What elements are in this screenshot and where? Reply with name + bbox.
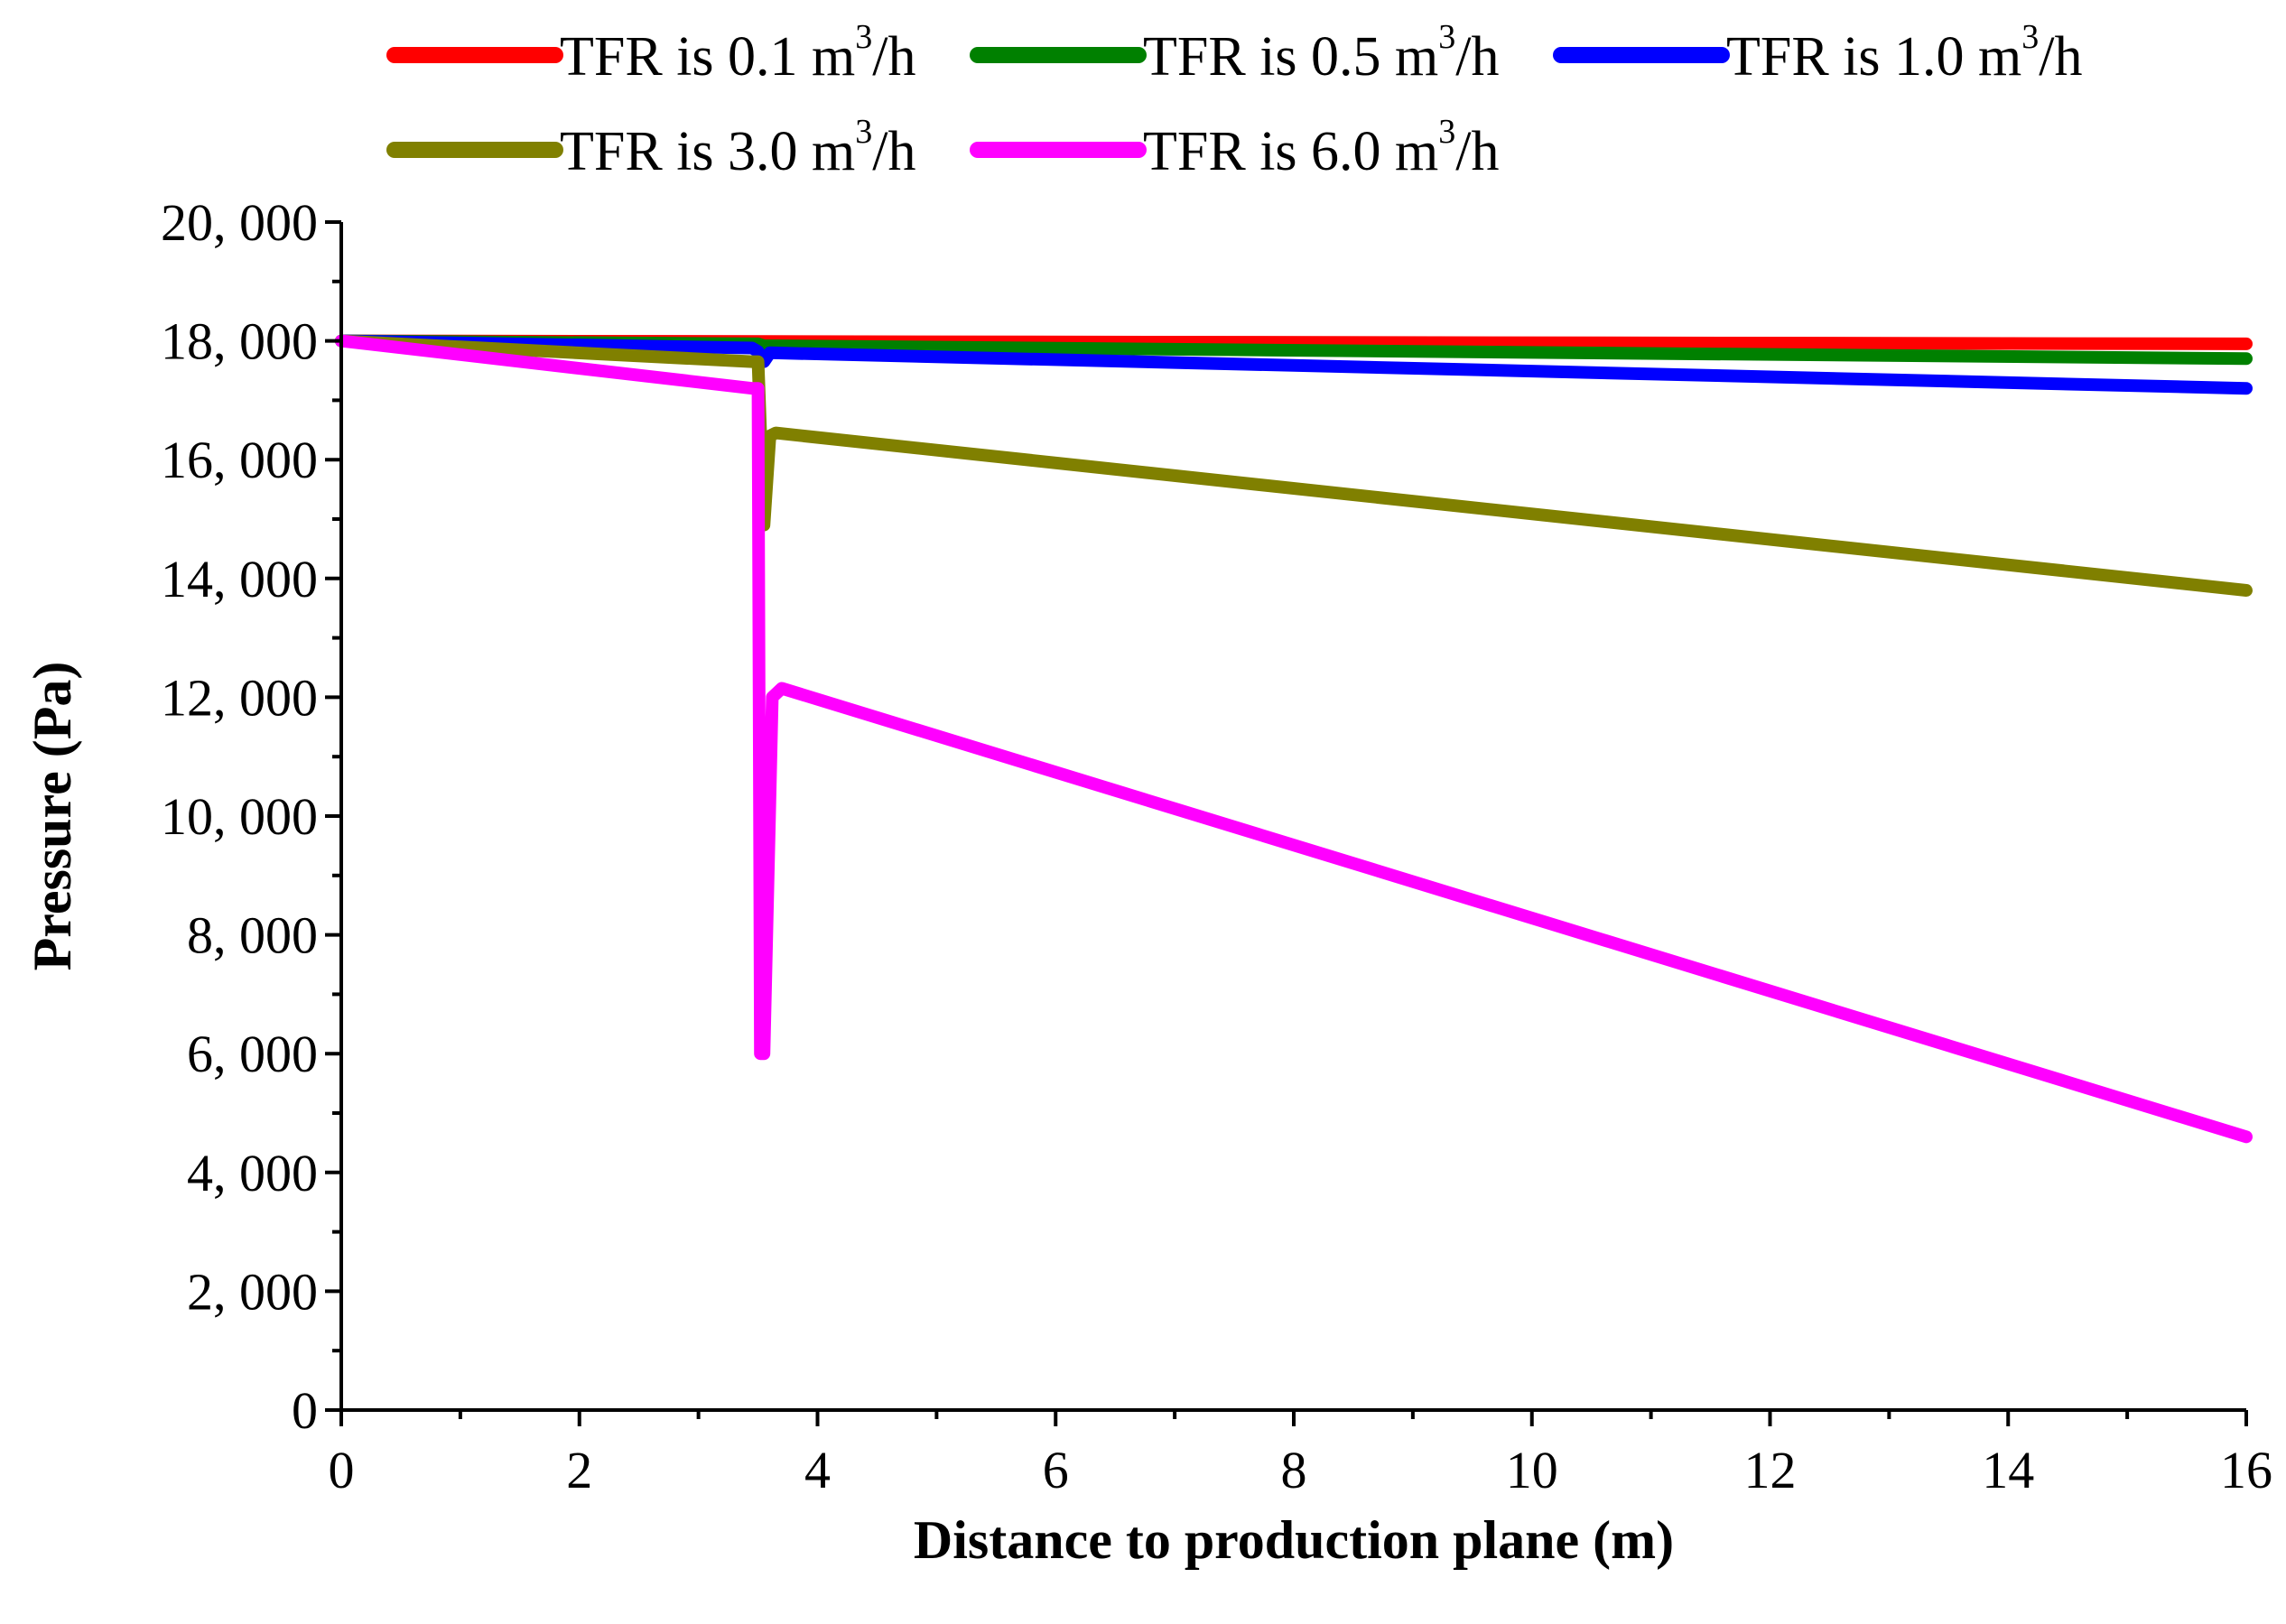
series-line-5 xyxy=(335,334,2253,1144)
x-tick-label: 8 xyxy=(1281,1441,1307,1499)
y-tick-label: 16, 000 xyxy=(161,431,318,489)
series-layer xyxy=(335,334,2253,1144)
y-tick-label: 6, 000 xyxy=(187,1025,318,1083)
x-tick-label: 10 xyxy=(1506,1441,1558,1499)
y-tick-label: 18, 000 xyxy=(161,312,318,371)
legend: TFR is 0.1 m3/h TFR is 0.5 m3/h TFR is 1.0… xyxy=(386,18,2083,182)
legend-label: TFR is 1.0 m3/h xyxy=(1726,18,2083,88)
ticks: 0 2, 000 4, 000 6, 000 8, 000 10, 000 12, 000 1… xyxy=(161,193,2272,1499)
y-tick-label: 2, 000 xyxy=(187,1262,318,1321)
x-tick-label: 2 xyxy=(566,1441,592,1499)
y-tick-label: 4, 000 xyxy=(187,1144,318,1202)
y-tick-label: 0 xyxy=(292,1381,318,1440)
legend-label: TFR is 6.0 m3/h xyxy=(1143,113,1500,182)
x-tick-label: 0 xyxy=(329,1441,355,1499)
legend-label: TFR is 0.5 m3/h xyxy=(1143,18,1500,88)
x-tick-label: 14 xyxy=(1982,1441,2034,1499)
x-tick-label: 4 xyxy=(804,1441,831,1499)
legend-label: TFR is 0.1 m3/h xyxy=(560,18,916,88)
x-tick-label: 12 xyxy=(1744,1441,1797,1499)
y-axis-title: Pressure (Pa) xyxy=(23,662,82,971)
x-tick-label: 16 xyxy=(2220,1441,2272,1499)
axes xyxy=(339,222,2246,1412)
y-tick-label: 14, 000 xyxy=(161,550,318,608)
y-tick-label: 8, 000 xyxy=(187,906,318,965)
x-axis-title: Distance to production plane (m) xyxy=(914,1510,1674,1570)
y-tick-label: 10, 000 xyxy=(161,787,318,846)
y-tick-label: 20, 000 xyxy=(161,193,318,252)
x-tick-label: 6 xyxy=(1043,1441,1069,1499)
y-tick-label: 12, 000 xyxy=(161,668,318,727)
legend-label: TFR is 3.0 m3/h xyxy=(560,113,916,182)
